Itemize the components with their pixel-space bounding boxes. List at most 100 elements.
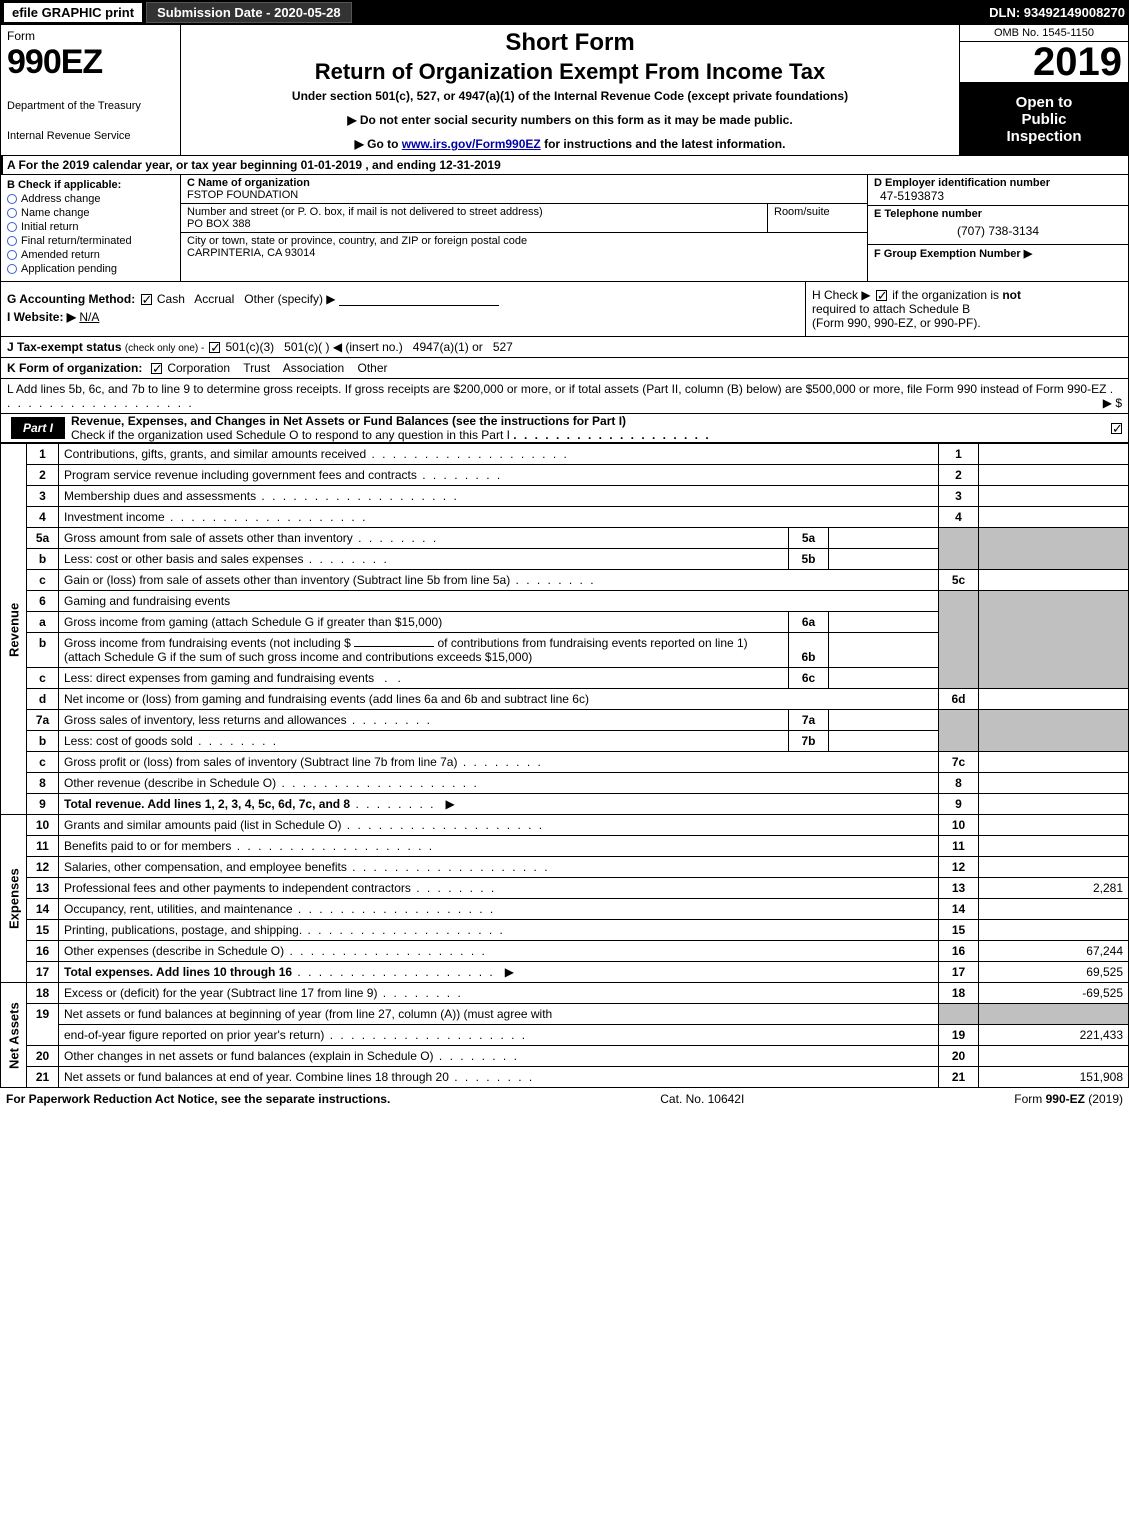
opt-final-return[interactable]: Final return/terminated bbox=[7, 235, 174, 247]
shade bbox=[979, 710, 1129, 752]
ln-5c-rtno: 5c bbox=[939, 570, 979, 591]
ln-6c-mno: 6c bbox=[789, 668, 829, 689]
ln-10-amt bbox=[979, 815, 1129, 836]
ln-11-amt bbox=[979, 836, 1129, 857]
circle-icon bbox=[7, 222, 17, 232]
ln-6a-mno: 6a bbox=[789, 612, 829, 633]
ln-21-amt: 151,908 bbox=[979, 1067, 1129, 1088]
opt-amended-return[interactable]: Amended return bbox=[7, 249, 174, 261]
city-label: City or town, state or province, country… bbox=[187, 235, 861, 247]
form-ref-b: 990-EZ bbox=[1046, 1092, 1085, 1106]
ln-8-rtno: 8 bbox=[939, 773, 979, 794]
circle-icon bbox=[7, 236, 17, 246]
ln-21-no: 21 bbox=[27, 1067, 59, 1088]
ln-7a-desc: Gross sales of inventory, less returns a… bbox=[59, 710, 789, 731]
ln-2-rtno: 2 bbox=[939, 465, 979, 486]
opt-application-pending-label: Application pending bbox=[21, 263, 117, 275]
j-row: J Tax-exempt status (check only one) - 5… bbox=[0, 337, 1129, 358]
g-line: G Accounting Method: Cash Accrual Other … bbox=[7, 292, 799, 306]
l-text: L Add lines 5b, 6c, and 7b to line 9 to … bbox=[7, 382, 1106, 396]
ln-4-rtno: 4 bbox=[939, 507, 979, 528]
shade bbox=[979, 528, 1129, 570]
ln-8-desc: Other revenue (describe in Schedule O) bbox=[59, 773, 939, 794]
ln-5b-desc: Less: cost or other basis and sales expe… bbox=[59, 549, 789, 570]
ln-7b-mamt bbox=[829, 731, 939, 752]
k-corp: Corporation bbox=[167, 361, 230, 375]
shade bbox=[939, 528, 979, 570]
ln-4-amt bbox=[979, 507, 1129, 528]
part1-title: Revenue, Expenses, and Changes in Net As… bbox=[71, 414, 1111, 442]
room-suite: Room/suite bbox=[767, 204, 867, 233]
ln-6b-no: b bbox=[27, 633, 59, 668]
ln-8-no: 8 bbox=[27, 773, 59, 794]
form-number: 990EZ bbox=[7, 43, 174, 82]
ln-2-amt bbox=[979, 465, 1129, 486]
efile-label[interactable]: efile GRAPHIC print bbox=[4, 3, 142, 22]
ln-19-rtno: 19 bbox=[939, 1025, 979, 1046]
l-row: L Add lines 5b, 6c, and 7b to line 9 to … bbox=[0, 379, 1129, 414]
ln-5a-mamt bbox=[829, 528, 939, 549]
form-word: Form bbox=[7, 29, 174, 43]
h-not: not bbox=[1002, 288, 1021, 302]
ln-6b-mno: 6b bbox=[789, 633, 829, 668]
opt-initial-return-label: Initial return bbox=[21, 221, 78, 233]
ln-12-desc: Salaries, other compensation, and employ… bbox=[59, 857, 939, 878]
dept-treasury: Department of the Treasury bbox=[7, 100, 174, 112]
ln-20-desc: Other changes in net assets or fund bala… bbox=[59, 1046, 939, 1067]
ln-7c-rtno: 7c bbox=[939, 752, 979, 773]
ln-6b-pre: Gross income from fundraising events (no… bbox=[64, 636, 351, 650]
f-label: F Group Exemption Number ▶ bbox=[874, 248, 1032, 260]
netassets-side-label: Net Assets bbox=[1, 983, 27, 1088]
ln-6d-rtno: 6d bbox=[939, 689, 979, 710]
open-inspection: Open to Public Inspection bbox=[960, 83, 1128, 155]
ln-6c-mamt bbox=[829, 668, 939, 689]
g-label: G Accounting Method: bbox=[7, 292, 135, 306]
d-label: D Employer identification number bbox=[874, 177, 1122, 189]
irs-link[interactable]: www.irs.gov/Form990EZ bbox=[402, 137, 541, 151]
ln-6d-no: d bbox=[27, 689, 59, 710]
ln-7c-no: c bbox=[27, 752, 59, 773]
ln-5c-no: c bbox=[27, 570, 59, 591]
h-line2: required to attach Schedule B bbox=[812, 302, 1122, 316]
tax-year: 2019 bbox=[960, 42, 1128, 83]
opt-initial-return[interactable]: Initial return bbox=[7, 221, 174, 233]
opt-address-change-label: Address change bbox=[21, 193, 101, 205]
ln-6d-desc: Net income or (loss) from gaming and fun… bbox=[59, 689, 939, 710]
ln-20-rtno: 20 bbox=[939, 1046, 979, 1067]
entity-block: B Check if applicable: Address change Na… bbox=[0, 175, 1129, 282]
opt-address-change[interactable]: Address change bbox=[7, 193, 174, 205]
org-name: FSTOP FOUNDATION bbox=[187, 189, 316, 201]
circle-icon bbox=[7, 208, 17, 218]
ln-15-no: 15 bbox=[27, 920, 59, 941]
opt-application-pending[interactable]: Application pending bbox=[7, 263, 174, 275]
page-footer: For Paperwork Reduction Act Notice, see … bbox=[0, 1088, 1129, 1110]
part1-checkbox[interactable] bbox=[1111, 423, 1122, 434]
ln-9-desc: Total revenue. Add lines 1, 2, 3, 4, 5c,… bbox=[59, 794, 939, 815]
website-value: N/A bbox=[79, 310, 99, 324]
ln-7b-mno: 7b bbox=[789, 731, 829, 752]
ln-7a-mno: 7a bbox=[789, 710, 829, 731]
h-block: H Check ▶ if the organization is not req… bbox=[806, 282, 1128, 336]
j-501c3-checkbox[interactable] bbox=[209, 342, 220, 353]
addr-label: Number and street (or P. O. box, if mail… bbox=[187, 206, 761, 218]
k-trust: Trust bbox=[243, 361, 270, 375]
ln-16-rtno: 16 bbox=[939, 941, 979, 962]
ln-6b-blank[interactable] bbox=[354, 646, 434, 647]
ln-1-amt bbox=[979, 444, 1129, 465]
ln-21-desc: Net assets or fund balances at end of ye… bbox=[59, 1067, 939, 1088]
ln-1-rtno: 1 bbox=[939, 444, 979, 465]
section-a: A For the 2019 calendar year, or tax yea… bbox=[0, 156, 1129, 175]
opt-name-change[interactable]: Name change bbox=[7, 207, 174, 219]
right-block: OMB No. 1545-1150 2019 Open to Public In… bbox=[960, 25, 1128, 155]
h-checkbox[interactable] bbox=[876, 290, 887, 301]
ln-5c-desc: Gain or (loss) from sale of assets other… bbox=[59, 570, 939, 591]
ln-14-amt bbox=[979, 899, 1129, 920]
ln-5c-amt bbox=[979, 570, 1129, 591]
ln-18-desc: Excess or (deficit) for the year (Subtra… bbox=[59, 983, 939, 1004]
ln-18-no: 18 bbox=[27, 983, 59, 1004]
g-other-input[interactable] bbox=[339, 305, 499, 306]
cash-checkbox[interactable] bbox=[141, 294, 152, 305]
ln-16-amt: 67,244 bbox=[979, 941, 1129, 962]
k-corp-checkbox[interactable] bbox=[151, 363, 162, 374]
c-name-label: C Name of organization bbox=[187, 177, 310, 189]
